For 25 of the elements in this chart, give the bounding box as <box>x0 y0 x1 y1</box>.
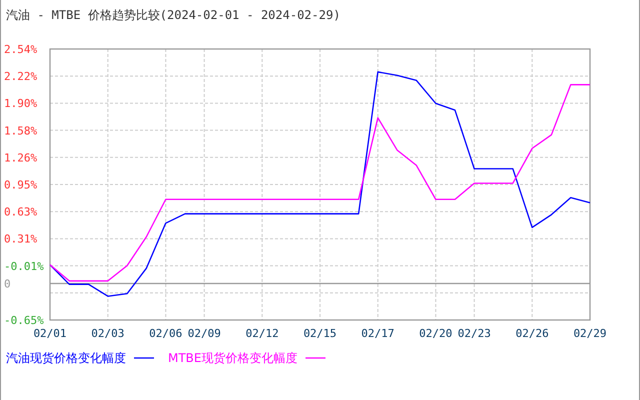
y-tick-label: 2.22% <box>4 70 38 84</box>
ref-line-label: 0 <box>4 277 11 290</box>
x-tick-label: 02/03 <box>91 327 124 340</box>
legend-label: MTBE现货价格变化幅度 <box>168 351 298 365</box>
y-tick-label: 0.63% <box>4 206 38 219</box>
x-tick-label: 02/01 <box>33 327 67 340</box>
chart-title: 汽油 - MTBE 价格趋势比较(2024-02-01 - 2024-02-29) <box>6 8 340 22</box>
x-tick-label: 02/12 <box>246 327 279 340</box>
x-tick-label: 02/26 <box>516 327 549 340</box>
x-tick-label: 02/20 <box>419 327 452 340</box>
x-tick-label: 02/06 <box>149 327 182 340</box>
x-tick-label: 02/23 <box>458 327 491 340</box>
y-tick-label: 0.95% <box>4 178 38 192</box>
y-tick-label: 0.31% <box>4 232 38 246</box>
x-tick-label: 02/17 <box>361 327 394 340</box>
y-tick-label: 1.26% <box>4 151 38 164</box>
y-tick-label: 1.58% <box>4 124 38 138</box>
x-tick-label: 02/09 <box>188 327 221 340</box>
y-tick-label: 1.90% <box>4 97 38 110</box>
y-tick-label: 2.54% <box>4 43 38 56</box>
y-tick-label: -0.01% <box>4 260 44 273</box>
x-tick-label: 02/15 <box>303 327 337 340</box>
legend-label: 汽油现货价格变化幅度 <box>6 351 126 365</box>
y-tick-label: -0.65% <box>4 314 44 327</box>
x-tick-label: 02/29 <box>573 327 607 340</box>
